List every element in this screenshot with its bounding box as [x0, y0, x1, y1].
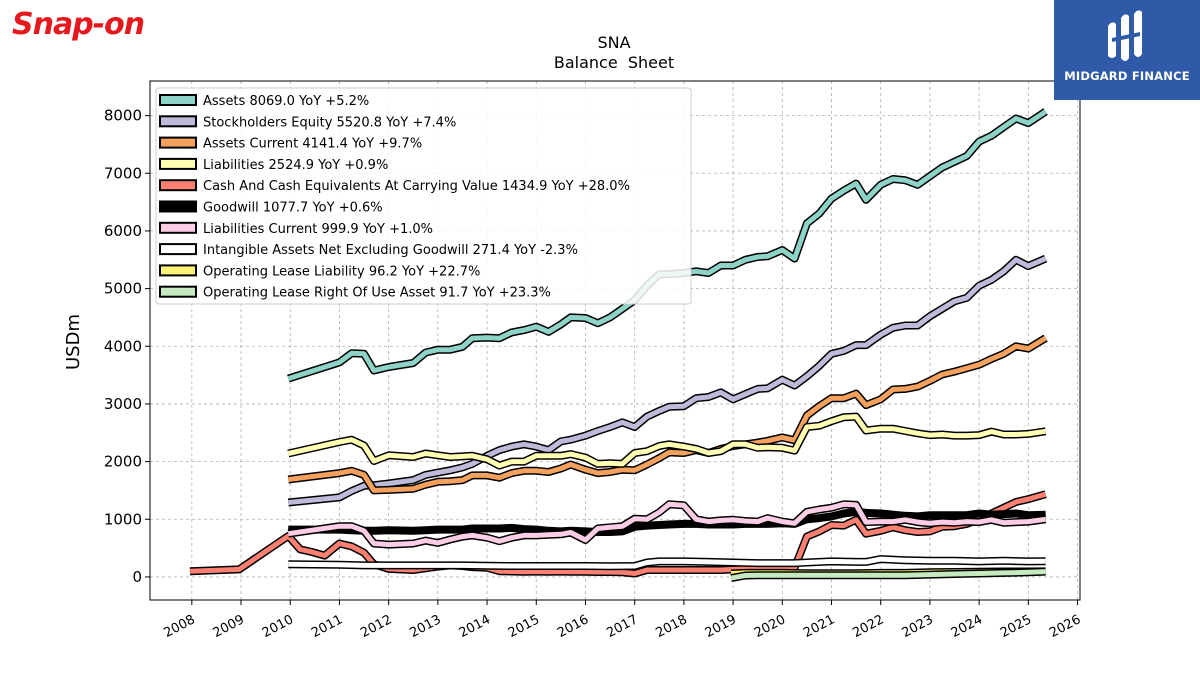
- legend-swatch: [159, 179, 197, 192]
- x-tick-label: 2022: [850, 612, 886, 641]
- x-tick-label: 2008: [161, 612, 197, 641]
- chart-subtitle: Balance Sheet: [554, 53, 674, 72]
- y-tick-label: 7000: [104, 164, 142, 182]
- snap-on-logo-text: Snap-on: [12, 7, 144, 42]
- y-axis-ticks: 0 1000 2000 3000 4000 5000 6000 7000 8000: [104, 107, 150, 586]
- series-line: [287, 501, 1046, 548]
- y-tick-label: 2000: [104, 453, 142, 471]
- x-tick-label: 2017: [604, 612, 640, 641]
- x-tick-label: 2024: [949, 612, 985, 641]
- x-tick-label: 2009: [211, 612, 247, 641]
- legend-swatch: [159, 94, 197, 106]
- series-liabilities: [287, 412, 1047, 470]
- x-tick-label: 2026: [1047, 612, 1083, 641]
- x-tick-label: 2018: [654, 612, 690, 641]
- series-line: [730, 569, 1046, 581]
- series-liabilities-current: [287, 500, 1047, 549]
- chart-title: SNA: [597, 33, 630, 52]
- series-line: [288, 256, 1047, 505]
- legend-label: Assets 8069.0 YoY +5.2%: [203, 94, 369, 109]
- x-tick-label: 2025: [998, 612, 1034, 641]
- y-tick-label: 5000: [104, 280, 142, 298]
- series-intangible-assets-net-excluding-goodwill: [288, 555, 1046, 571]
- y-tick-label: 6000: [104, 222, 142, 240]
- legend-box: [155, 87, 692, 305]
- x-tick-label: 2012: [358, 612, 394, 641]
- legend-swatch: [159, 200, 197, 213]
- x-tick-label: 2016: [555, 612, 591, 641]
- legend-label: Liabilities 2524.9 YoY +0.9%: [203, 158, 388, 173]
- series-stockholders-equity: [287, 254, 1048, 507]
- legend-label: Intangible Assets Net Excluding Goodwill…: [203, 243, 578, 258]
- x-tick-label: 2020: [752, 612, 788, 641]
- legend-swatch: [159, 221, 197, 234]
- y-tick-label: 1000: [104, 510, 142, 528]
- legend-label: Liabilities Current 999.9 YoY +1.0%: [203, 222, 433, 237]
- series-lines: [189, 108, 1048, 583]
- series-operating-lease-right-of-use-asset: [730, 567, 1046, 583]
- midgard-finance-logo: MIDGARD FINANCE: [1054, 0, 1200, 100]
- legend-label: Stockholders Equity 5520.8 YoY +7.4%: [203, 115, 456, 130]
- series-line: [287, 414, 1046, 469]
- plot-frame: [149, 80, 1081, 601]
- y-tick-label: 4000: [104, 337, 142, 355]
- x-axis-ticks: 2008 2009 2010 2011 2012 2013 2014 2015 2016 2017…: [161, 600, 1083, 641]
- legend-swatch: [159, 264, 197, 277]
- midgard-mark-icon: [1108, 10, 1142, 61]
- legend-swatch: [159, 115, 197, 128]
- legend: Assets 8069.0 YoY +5.2% Stockholders Equi…: [155, 87, 692, 305]
- legend-label: Assets Current 4141.4 YoY +9.7%: [203, 137, 422, 152]
- y-tick-label: 8000: [104, 107, 142, 125]
- y-tick-label: 0: [132, 568, 142, 586]
- x-tick-label: 2023: [900, 612, 936, 641]
- legend-swatch: [159, 136, 197, 149]
- x-tick-label: 2013: [407, 612, 443, 641]
- x-tick-label: 2011: [309, 612, 345, 641]
- snap-on-logo: Snap-on: [12, 7, 145, 42]
- y-axis-label: USDm: [63, 314, 84, 370]
- series-goodwill: [288, 507, 1046, 536]
- legend-label: Operating Lease Liability 96.2 YoY +22.7…: [203, 264, 480, 279]
- legend-label: Cash And Cash Equivalents At Carrying Va…: [203, 179, 630, 194]
- x-tick-label: 2021: [801, 612, 837, 641]
- series-line: [288, 509, 1046, 535]
- x-tick-label: 2015: [506, 612, 542, 641]
- y-tick-label: 3000: [104, 395, 142, 413]
- legend-label: Goodwill 1077.7 YoY +0.6%: [203, 201, 383, 216]
- x-tick-label: 2010: [260, 612, 296, 641]
- legend-swatch: [159, 243, 197, 256]
- series-line: [288, 556, 1046, 569]
- legend-swatch: [159, 285, 197, 298]
- x-tick-label: 2019: [703, 612, 739, 641]
- x-tick-label: 2014: [457, 612, 493, 641]
- legend-swatch: [159, 157, 197, 170]
- legend-label: Operating Lease Right Of Use Asset 91.7 …: [203, 286, 551, 301]
- midgard-finance-text: MIDGARD FINANCE: [1064, 69, 1190, 83]
